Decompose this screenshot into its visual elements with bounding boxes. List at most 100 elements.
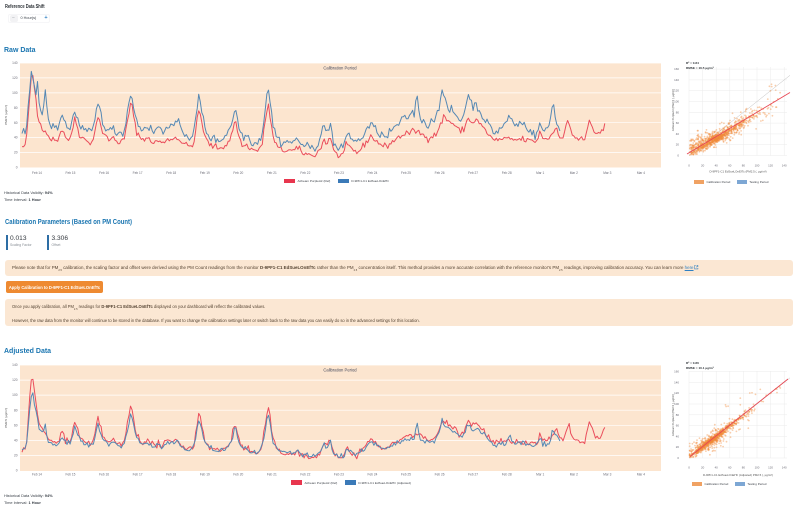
svg-text:140: 140 xyxy=(674,78,679,82)
svg-text:20: 20 xyxy=(676,445,680,449)
svg-text:20: 20 xyxy=(676,143,680,147)
svg-text:R² = 0.84: R² = 0.84 xyxy=(686,61,699,65)
svg-text:Feb 19: Feb 19 xyxy=(200,171,210,175)
svg-text:120: 120 xyxy=(674,89,679,93)
svg-text:RMSE = 10.1 µg/m³: RMSE = 10.1 µg/m³ xyxy=(686,366,714,370)
svg-text:Feb 26: Feb 26 xyxy=(435,171,445,175)
svg-text:0: 0 xyxy=(677,154,679,158)
svg-text:40: 40 xyxy=(676,132,680,136)
svg-text:60: 60 xyxy=(14,423,18,427)
svg-text:60: 60 xyxy=(14,121,18,125)
svg-text:Feb 14: Feb 14 xyxy=(32,171,42,175)
svg-text:20: 20 xyxy=(14,151,18,155)
svg-text:RMSE = 16.5 µg/m³: RMSE = 16.5 µg/m³ xyxy=(686,66,714,70)
svg-text:Feb 25: Feb 25 xyxy=(401,473,411,477)
svg-text:40: 40 xyxy=(676,434,680,438)
svg-text:140: 140 xyxy=(782,164,787,168)
svg-text:Feb 24: Feb 24 xyxy=(368,473,378,477)
svg-text:0: 0 xyxy=(16,166,18,170)
svg-text:0: 0 xyxy=(677,456,679,460)
svg-text:40: 40 xyxy=(14,439,18,443)
svg-text:120: 120 xyxy=(768,164,773,168)
svg-text:160: 160 xyxy=(674,67,679,71)
svg-text:Feb 15: Feb 15 xyxy=(66,473,76,477)
svg-text:Feb 21: Feb 21 xyxy=(267,171,277,175)
svg-text:Mar 1: Mar 1 xyxy=(536,171,544,175)
svg-text:Feb 17: Feb 17 xyxy=(133,473,143,477)
svg-text:60: 60 xyxy=(728,164,732,168)
svg-text:0: 0 xyxy=(688,164,690,168)
svg-text:D-9PF1-C1 EdSueLOnEfTc (PM2.5: D-9PF1-C1 EdSueLOnEfTc (PM2.5 (, µg/m³) xyxy=(709,169,766,173)
svg-text:Feb 15: Feb 15 xyxy=(66,171,76,175)
svg-text:140: 140 xyxy=(674,380,679,384)
svg-text:Feb 18: Feb 18 xyxy=(166,473,176,477)
svg-text:60: 60 xyxy=(676,121,680,125)
svg-text:100: 100 xyxy=(674,402,679,406)
svg-text:Calibration Period: Calibration Period xyxy=(323,368,357,373)
svg-text:R² = 0.86: R² = 0.86 xyxy=(686,361,699,365)
svg-text:Feb 22: Feb 22 xyxy=(300,473,310,477)
svg-text:120: 120 xyxy=(12,378,18,382)
svg-text:60: 60 xyxy=(676,424,680,428)
svg-text:Feb 20: Feb 20 xyxy=(233,171,243,175)
svg-text:PM2.5 (µg/m³): PM2.5 (µg/m³) xyxy=(4,105,8,125)
svg-text:80: 80 xyxy=(14,106,18,110)
svg-text:Feb 17: Feb 17 xyxy=(133,171,143,175)
svg-text:Airbeam PurpleAir (PM2.5 (, µg: Airbeam PurpleAir (PM2.5 (, µg/m³) xyxy=(671,89,675,131)
svg-text:100: 100 xyxy=(674,100,679,104)
svg-text:Feb 16: Feb 16 xyxy=(99,171,109,175)
svg-text:Feb 28: Feb 28 xyxy=(502,171,512,175)
svg-text:Mar 4: Mar 4 xyxy=(637,171,645,175)
svg-text:100: 100 xyxy=(12,393,18,397)
svg-text:20: 20 xyxy=(701,465,705,469)
svg-text:Mar 2: Mar 2 xyxy=(570,473,578,477)
svg-text:100: 100 xyxy=(755,164,760,168)
svg-text:Feb 22: Feb 22 xyxy=(300,171,310,175)
svg-text:Mar 2: Mar 2 xyxy=(570,171,578,175)
svg-text:PM2.5 (µg/m³): PM2.5 (µg/m³) xyxy=(4,408,8,428)
svg-text:80: 80 xyxy=(14,408,18,412)
svg-text:40: 40 xyxy=(14,136,18,140)
svg-text:140: 140 xyxy=(12,61,18,65)
svg-text:Feb 19: Feb 19 xyxy=(200,473,210,477)
svg-text:40: 40 xyxy=(715,465,719,469)
svg-text:140: 140 xyxy=(12,363,18,367)
svg-text:140: 140 xyxy=(782,465,787,469)
svg-text:Feb 21: Feb 21 xyxy=(267,473,277,477)
svg-text:20: 20 xyxy=(701,164,705,168)
svg-text:Mar 4: Mar 4 xyxy=(637,473,645,477)
svg-text:0: 0 xyxy=(16,469,18,473)
svg-text:Calibration Period: Calibration Period xyxy=(323,66,357,71)
svg-text:Mar 3: Mar 3 xyxy=(603,171,611,175)
svg-text:80: 80 xyxy=(742,465,746,469)
svg-text:Feb 26: Feb 26 xyxy=(435,473,445,477)
svg-text:120: 120 xyxy=(674,391,679,395)
svg-text:100: 100 xyxy=(755,465,760,469)
svg-text:Feb 14: Feb 14 xyxy=(32,473,42,477)
svg-text:Feb 23: Feb 23 xyxy=(334,473,344,477)
svg-text:Feb 24: Feb 24 xyxy=(368,171,378,175)
svg-text:80: 80 xyxy=(742,164,746,168)
svg-text:120: 120 xyxy=(768,465,773,469)
svg-text:Mar 3: Mar 3 xyxy=(603,473,611,477)
svg-text:0: 0 xyxy=(688,465,690,469)
svg-text:80: 80 xyxy=(676,413,680,417)
svg-text:Feb 18: Feb 18 xyxy=(166,171,176,175)
svg-text:Airbeam PurpleAir (PM2.5 (, µg: Airbeam PurpleAir (PM2.5 (, µg/m³) xyxy=(671,394,675,436)
svg-text:Mar 1: Mar 1 xyxy=(536,473,544,477)
svg-text:20: 20 xyxy=(14,454,18,458)
svg-text:Feb 16: Feb 16 xyxy=(99,473,109,477)
svg-text:40: 40 xyxy=(715,164,719,168)
svg-text:D-9PF1-C1 EdSueLOnEfTc (Adjust: D-9PF1-C1 EdSueLOnEfTc (Adjusted) PM2.5 … xyxy=(703,473,773,477)
svg-text:Feb 20: Feb 20 xyxy=(233,473,243,477)
svg-text:100: 100 xyxy=(12,91,18,95)
svg-text:Feb 27: Feb 27 xyxy=(468,473,478,477)
svg-text:Feb 23: Feb 23 xyxy=(334,171,344,175)
svg-text:120: 120 xyxy=(12,76,18,80)
svg-text:160: 160 xyxy=(674,370,679,374)
svg-text:Feb 28: Feb 28 xyxy=(502,473,512,477)
svg-text:80: 80 xyxy=(676,110,680,114)
svg-text:60: 60 xyxy=(728,465,732,469)
svg-text:Feb 25: Feb 25 xyxy=(401,171,411,175)
svg-text:Feb 27: Feb 27 xyxy=(468,171,478,175)
